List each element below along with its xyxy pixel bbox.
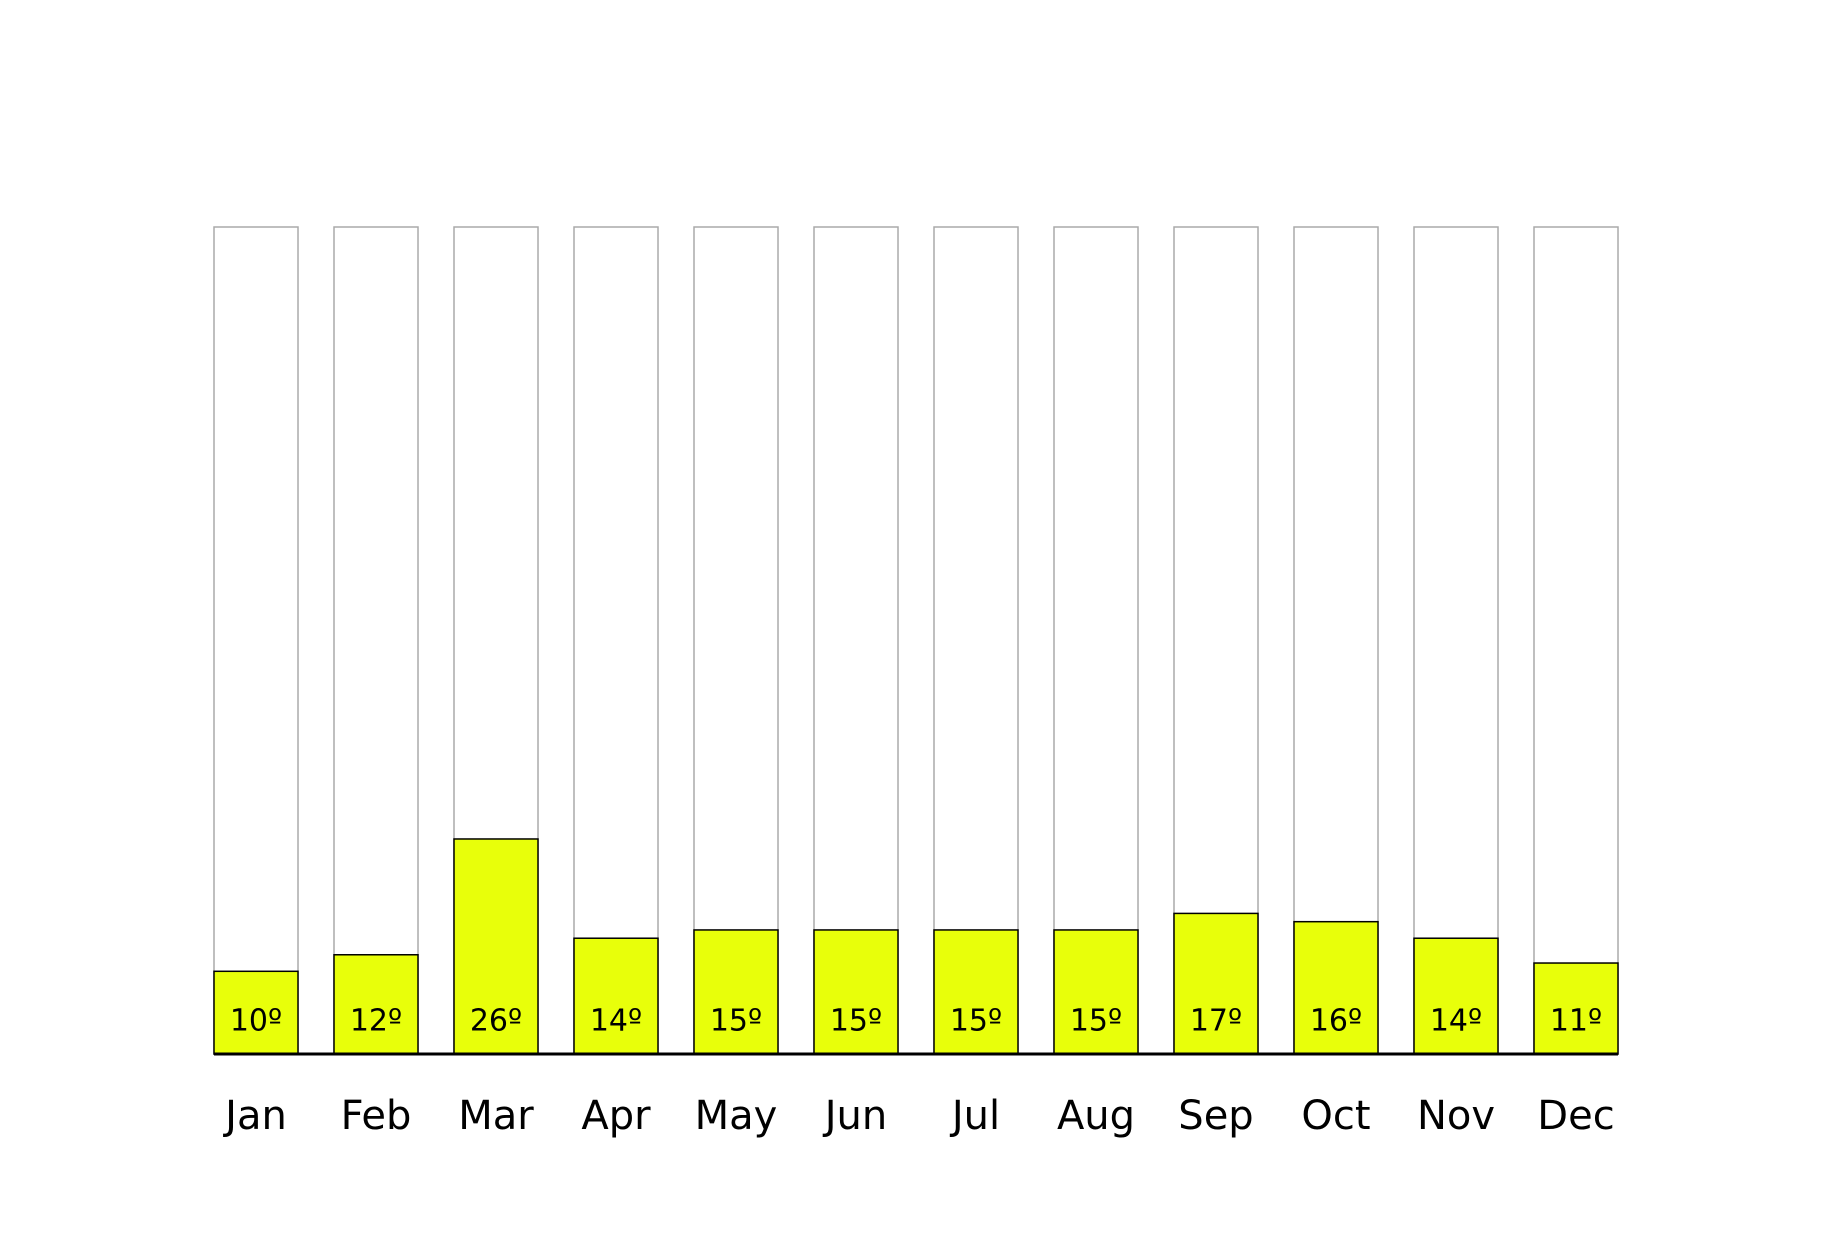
value-label: 11º [1550,1004,1602,1039]
x-tick-label: May [695,1093,778,1139]
x-tick-label: Aug [1057,1093,1135,1139]
x-tick-label: Mar [458,1093,534,1139]
value-label: 17º [1190,1004,1242,1039]
x-tick-label: Dec [1537,1093,1614,1139]
bar [573,937,659,1055]
value-label: 15º [830,1004,882,1039]
bar [933,929,1019,1055]
x-tick-label: Jul [949,1093,1000,1139]
bar-track [573,226,659,1055]
bar [1293,920,1379,1055]
value-label: 15º [1070,1004,1122,1039]
bar [453,838,539,1055]
x-tick-label: Nov [1417,1093,1495,1139]
value-label: 15º [710,1004,762,1039]
bar-track [213,226,299,1055]
bar-track [1053,226,1139,1055]
bar-track [333,226,419,1055]
x-tick-label: Feb [341,1093,412,1139]
x-tick-label: Oct [1301,1093,1370,1139]
bar [693,929,779,1055]
value-label: 26º [470,1004,522,1039]
value-label: 15º [950,1004,1002,1039]
bar-track [933,226,1019,1055]
bar-track [813,226,899,1055]
bar-track [693,226,779,1055]
bar [213,970,299,1055]
bar [1173,912,1259,1055]
value-label: 14º [590,1004,642,1039]
x-tick-label: Sep [1178,1093,1253,1139]
x-tick-label: Jun [822,1093,888,1139]
bar [1053,929,1139,1055]
x-tick-label: Jan [222,1093,287,1139]
value-label: 14º [1430,1004,1482,1039]
value-label: 16º [1310,1004,1362,1039]
bar [1533,962,1619,1055]
value-label: 12º [350,1004,402,1039]
bar-track [1533,226,1619,1055]
x-tick-label: Apr [581,1093,651,1139]
bar [1413,937,1499,1055]
bar-track [1413,226,1499,1055]
value-label: 10º [230,1004,282,1039]
